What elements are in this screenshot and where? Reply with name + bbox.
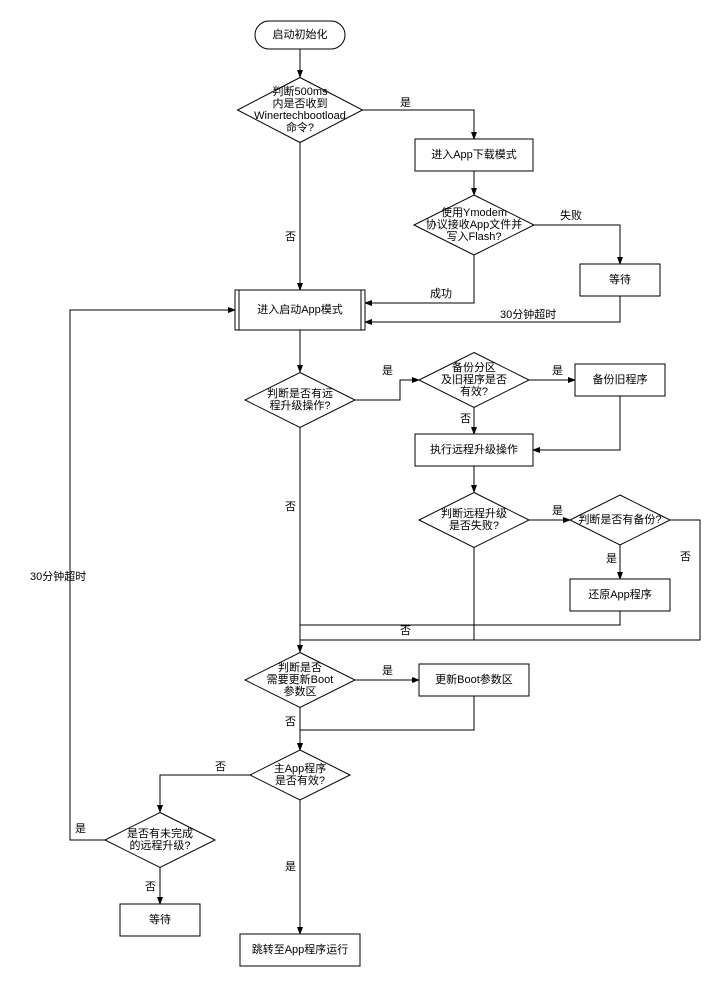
flowchart-canvas: 启动初始化判断500ms内是否收到Winertechbootload命令? 进入A… — [0, 0, 723, 1000]
node-updateBoot: 更新Boot参数区 — [419, 664, 529, 696]
node-d7: 判断是否需要更新Boot参数区 — [245, 653, 355, 708]
edge-label: 是 — [382, 364, 393, 377]
node-backupOld: 备份旧程序 — [575, 364, 665, 396]
node-text: 判断是否有备份? — [578, 512, 661, 526]
edge — [300, 611, 620, 625]
node-enterDownload: 进入App下载模式 — [415, 139, 533, 171]
node-d1: 判断500ms内是否收到Winertechbootload命令? — [238, 78, 363, 143]
node-text: 程升级操作? — [269, 398, 330, 412]
node-text: 是否有未完成 — [127, 826, 193, 840]
node-text: 判断是否有远 — [267, 386, 333, 400]
node-jumpApp: 跳转至App程序运行 — [240, 934, 360, 966]
node-text: 还原App程序 — [588, 587, 652, 601]
node-text: 是否失败? — [449, 518, 499, 532]
edge-label: 是 — [400, 96, 411, 109]
edge-label: 否 — [285, 231, 296, 243]
edge-label: 30分钟超时 — [500, 307, 556, 321]
node-enterBootApp: 进入启动App模式 — [235, 290, 365, 330]
edge-label: 是 — [552, 504, 563, 517]
edge — [160, 775, 250, 812]
edge-label: 否 — [285, 501, 296, 513]
node-d9: 是否有未完成的远程升级? — [105, 813, 215, 868]
edge — [70, 310, 235, 840]
edge — [365, 296, 620, 322]
edge-label: 是 — [75, 822, 86, 835]
edge-label: 否 — [285, 716, 296, 728]
edge-label: 否 — [680, 551, 691, 563]
node-d6: 判断是否有备份? — [570, 495, 670, 545]
node-d5: 判断远程升级是否失败? — [419, 493, 529, 548]
node-text: 判断是否 — [278, 660, 322, 674]
node-text: 判断500ms — [272, 84, 328, 98]
node-text: 启动初始化 — [273, 27, 328, 41]
edge-label: 成功 — [430, 287, 452, 300]
edge — [533, 396, 620, 450]
node-text: 等待 — [149, 912, 171, 926]
node-text: 进入App下载模式 — [431, 148, 517, 161]
edge-label: 失败 — [560, 208, 582, 222]
edge — [534, 225, 620, 264]
node-text: 更新Boot参数区 — [435, 672, 513, 686]
node-text: 备份旧程序 — [593, 372, 648, 386]
node-text: 协议接收App文件并 — [426, 217, 523, 231]
node-text: Winertechbootload — [254, 110, 346, 122]
edge — [300, 696, 474, 750]
node-d2: 使用Ymodem协议接收App文件并写入Flash? — [414, 195, 534, 255]
edge-label: 是 — [606, 552, 617, 565]
edge-label: 否 — [460, 413, 471, 425]
node-text: 等待 — [609, 272, 631, 286]
node-d4: 备份分区及旧程序是否有效? — [419, 353, 529, 408]
node-text: 的远程升级? — [129, 838, 190, 852]
node-text: 是否有效? — [275, 773, 325, 787]
edge — [355, 380, 419, 400]
node-execUpgrade: 执行远程升级操作 — [415, 434, 533, 466]
node-text: 使用Ymodem — [441, 206, 507, 219]
node-text: 命令? — [286, 120, 314, 134]
node-restoreApp: 还原App程序 — [570, 579, 670, 611]
node-text: 进入启动App模式 — [257, 303, 343, 316]
node-text: 需要更新Boot — [267, 672, 334, 686]
node-text: 判断远程升级 — [441, 506, 507, 520]
node-text: 主App程序 — [274, 761, 327, 775]
edge — [365, 255, 474, 303]
edge — [362, 110, 474, 139]
edge-label: 是 — [285, 860, 296, 873]
node-text: 写入Flash? — [446, 231, 501, 243]
node-text: 有效? — [460, 384, 488, 398]
node-text: 内是否收到 — [273, 96, 328, 110]
edge-label: 否 — [400, 625, 411, 637]
edge — [300, 547, 474, 640]
node-text: 参数区 — [284, 684, 317, 698]
node-wait2: 等待 — [120, 904, 200, 936]
edge-label: 30分钟超时 — [30, 569, 86, 583]
node-d3: 判断是否有远程升级操作? — [245, 373, 355, 428]
edge-label: 是 — [552, 364, 563, 377]
edge-label: 是 — [382, 664, 393, 677]
node-text: 备份分区 — [452, 360, 496, 374]
node-text: 及旧程序是否 — [441, 372, 507, 386]
node-start: 启动初始化 — [255, 21, 345, 49]
edge-label: 否 — [215, 761, 226, 773]
node-wait1: 等待 — [580, 264, 660, 296]
edge-label: 否 — [145, 881, 156, 893]
node-d8: 主App程序是否有效? — [250, 750, 350, 800]
node-text: 跳转至App程序运行 — [252, 942, 349, 956]
node-text: 执行远程升级操作 — [430, 442, 518, 456]
